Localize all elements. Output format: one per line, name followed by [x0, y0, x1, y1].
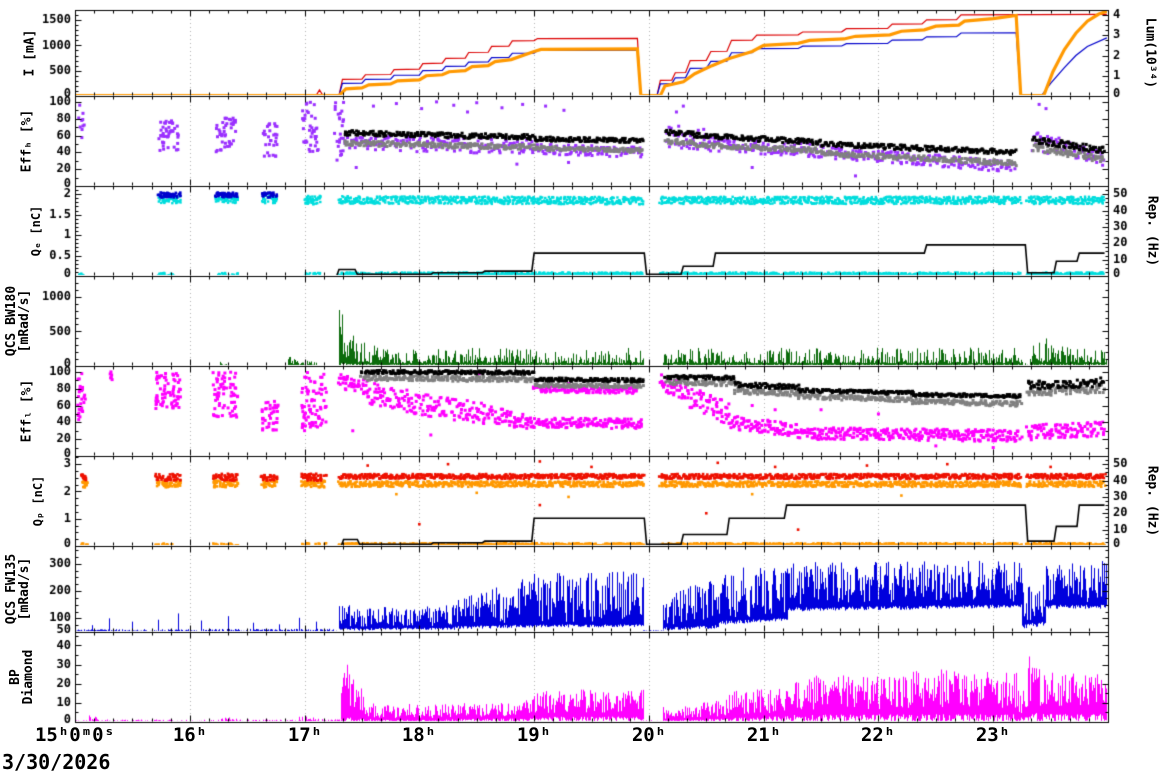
x-tick-label-22h: 22ʰ: [860, 724, 896, 746]
y-axis-label-qcs-bw180: QCS BW180 [mRad/s]: [4, 286, 32, 356]
x-tick-label-17h: 17ʰ: [287, 724, 323, 746]
x-tick-label-21h: 21ʰ: [746, 724, 782, 746]
x-tick-label-15h: 15ʰ0ᵐ0ˢ: [34, 724, 116, 746]
date-label: 3/30/2026: [2, 750, 111, 774]
y-axis-label-bp-diamond: BP Diamond: [8, 649, 36, 705]
x-tick-label-23h: 23ʰ: [975, 724, 1011, 746]
y-axis-label-eff-l: Effₗ [%]: [19, 379, 35, 443]
y-axis-label-rep-hz-p: Rep. (Hz): [1144, 465, 1160, 537]
y-axis-label-qp: Qₚ [nC]: [31, 475, 45, 527]
y-axis-label-luminosity: Lum(10³⁴): [1142, 17, 1158, 89]
x-tick-label-20h: 20ʰ: [631, 724, 667, 746]
x-tick-label-16h: 16ʰ: [172, 724, 208, 746]
y-axis-label-eff-h: Effₕ [%]: [19, 109, 35, 173]
y-axis-label-current: I [mA]: [22, 29, 38, 77]
x-tick-label-18h: 18ʰ: [401, 724, 437, 746]
label-line-2: [mRad/s]: [17, 557, 32, 621]
label-line-2: [mRad/s]: [17, 289, 32, 353]
y-axis-label-qcs-fw135: QCS FW135 [mRad/s]: [4, 554, 32, 624]
y-axis-label-rep-hz-e: Rep. (Hz): [1144, 195, 1160, 267]
x-tick-label-19h: 19ʰ: [516, 724, 552, 746]
label-line-2: Diamond: [21, 649, 36, 705]
y-axis-label-qe: Qₑ [nC]: [29, 205, 43, 257]
